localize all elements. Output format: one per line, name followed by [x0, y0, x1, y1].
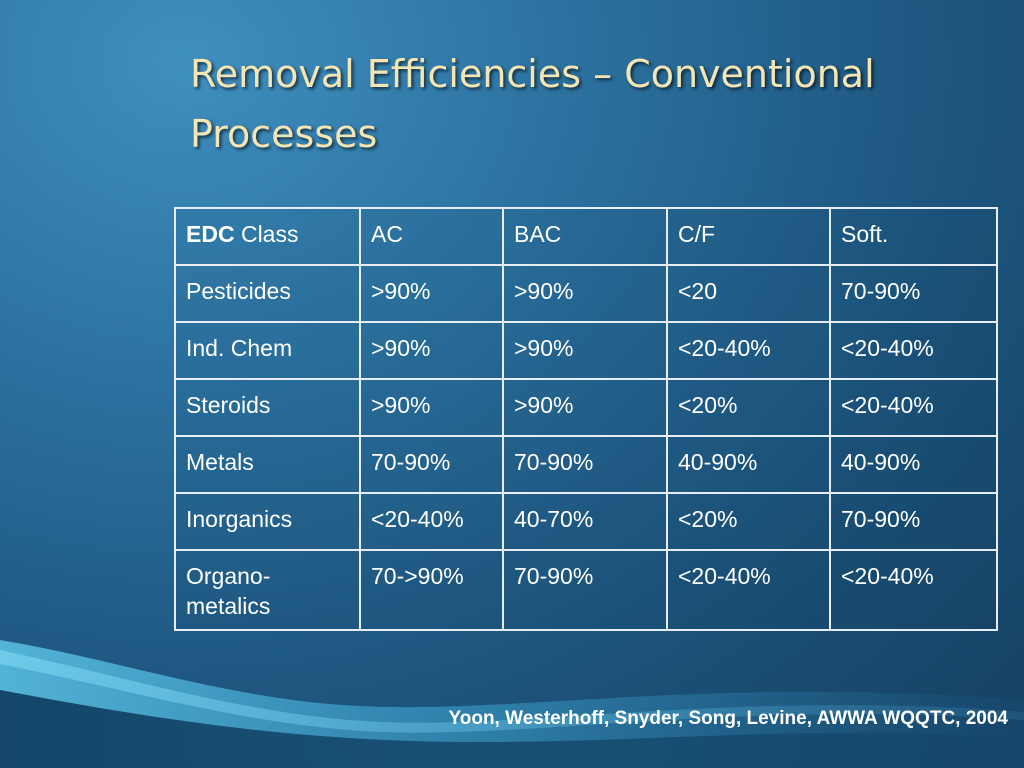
table-cell: Metals [174, 435, 361, 494]
table-cell: <20-40% [829, 549, 998, 631]
table-cell: >90% [502, 321, 668, 380]
table-row: Organo-metalics 70->90% 70-90% <20-40% <… [174, 549, 998, 631]
table-cell: <20% [666, 378, 831, 437]
table-cell: Ind. Chem [174, 321, 361, 380]
citation: Yoon, Westerhoff, Snyder, Song, Levine, … [448, 708, 1008, 729]
table-cell: Pesticides [174, 264, 361, 323]
table-cell: 40-90% [829, 435, 998, 494]
table-cell: >90% [502, 378, 668, 437]
table-cell: Organo-metalics [174, 549, 361, 631]
header-cell-edc-class: EDC Class [174, 207, 361, 266]
table-cell: >90% [502, 264, 668, 323]
table-cell: <20-40% [666, 549, 831, 631]
table-cell: 70->90% [359, 549, 504, 631]
table-header-row: EDC Class AC BAC C/F Soft. [174, 207, 998, 266]
table-row: Metals 70-90% 70-90% 40-90% 40-90% [174, 435, 998, 494]
table-cell: <20-40% [666, 321, 831, 380]
wave-highlight [0, 650, 1024, 733]
table-cell: 40-70% [502, 492, 668, 551]
table-cell: <20% [666, 492, 831, 551]
wave-front [0, 690, 1024, 768]
removal-efficiency-table: EDC Class AC BAC C/F Soft. Pesticides >9… [174, 207, 998, 631]
table-row: Ind. Chem >90% >90% <20-40% <20-40% [174, 321, 998, 380]
header-cell: Soft. [829, 207, 998, 266]
table-cell: 70-90% [502, 549, 668, 631]
table-row: Steroids >90% >90% <20% <20-40% [174, 378, 998, 437]
table-cell: 70-90% [359, 435, 504, 494]
table-cell: Steroids [174, 378, 361, 437]
table-cell: <20-40% [359, 492, 504, 551]
table-row: Inorganics <20-40% 40-70% <20% 70-90% [174, 492, 998, 551]
header-cell: BAC [502, 207, 668, 266]
table-cell: 70-90% [829, 264, 998, 323]
header-cell: AC [359, 207, 504, 266]
table-cell: >90% [359, 264, 504, 323]
slide-title: Removal Efficiencies – Conventional Proc… [190, 44, 990, 164]
slide-title-line2: Processes [190, 112, 378, 156]
table-cell: 70-90% [502, 435, 668, 494]
table-row: Pesticides >90% >90% <20 70-90% [174, 264, 998, 323]
slide-title-line1: Removal Efficiencies – Conventional [190, 52, 875, 96]
table-cell: <20-40% [829, 378, 998, 437]
header-cell: C/F [666, 207, 831, 266]
table-cell: 40-90% [666, 435, 831, 494]
table-cell: <20-40% [829, 321, 998, 380]
table-cell: >90% [359, 321, 504, 380]
table-cell: >90% [359, 378, 504, 437]
table-cell: <20 [666, 264, 831, 323]
table-cell: 70-90% [829, 492, 998, 551]
table-cell: Inorganics [174, 492, 361, 551]
header-edc-rest: Class [234, 221, 299, 247]
header-edc-bold: EDC [186, 221, 235, 247]
